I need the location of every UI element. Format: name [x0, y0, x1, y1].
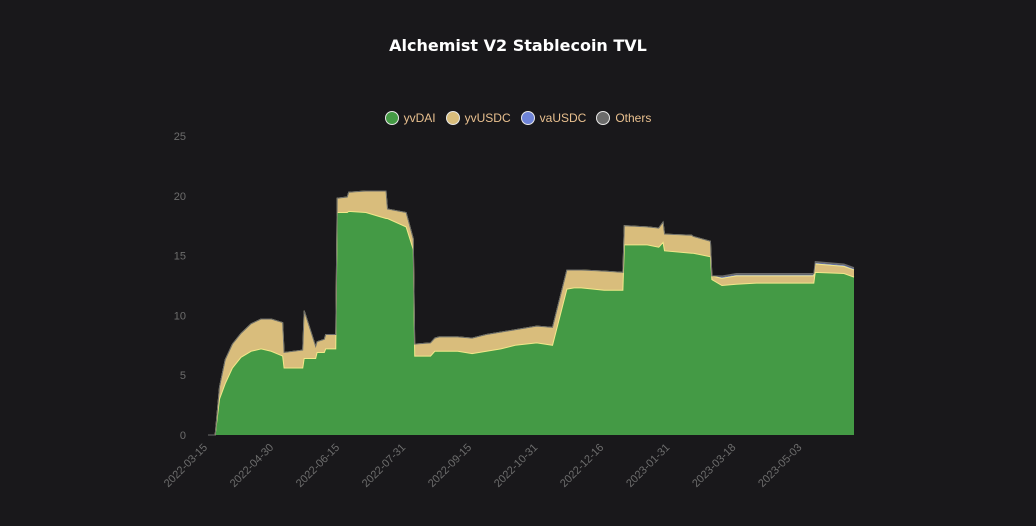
x-tick-label: 2022-10-31	[492, 442, 540, 490]
legend-item-vausdc[interactable]: vaUSDC	[520, 111, 587, 125]
y-tick-label: 25	[174, 131, 186, 143]
area-series-yvusdc	[208, 191, 854, 435]
legend-item-others[interactable]: Others	[596, 111, 651, 125]
line-series-total	[208, 190, 855, 436]
y-tick-label: 10	[174, 310, 186, 322]
x-tick-label: 2022-07-31	[360, 442, 408, 490]
x-tick-label: 2022-06-15	[294, 442, 342, 490]
y-tick-label: 20	[174, 191, 186, 203]
legend-swatch	[384, 111, 399, 125]
area-series-yvdai	[208, 211, 854, 435]
legend-label: vaUSDC	[539, 111, 587, 125]
legend-item-yvdai[interactable]: yvDAI	[384, 111, 436, 125]
legend-label: Others	[615, 111, 652, 125]
legend-label: yvDAI	[403, 111, 436, 125]
legend-swatch	[520, 111, 535, 125]
legend-item-yvusdc[interactable]: yvUSDC	[445, 111, 511, 125]
x-tick-label: 2022-09-15	[426, 442, 474, 490]
legend-label: yvUSDC	[464, 111, 511, 125]
x-tick-label: 2022-03-15	[162, 442, 210, 490]
x-tick-label: 2022-12-16	[558, 442, 606, 490]
line-series-yvdai	[208, 210, 855, 436]
y-tick-label: 0	[180, 430, 186, 442]
chart-legend: yvDAI yvUSDC vaUSDC Others	[0, 111, 1036, 125]
x-tick-label: 2023-03-18	[690, 442, 738, 490]
y-tick-label: 15	[174, 251, 186, 263]
x-tick-label: 2023-01-31	[624, 442, 672, 490]
legend-swatch	[596, 111, 611, 125]
y-tick-label: 5	[180, 370, 186, 382]
x-tick-label: 2022-04-30	[228, 442, 276, 490]
chart-title: Alchemist V2 Stablecoin TVL	[389, 36, 647, 55]
x-tick-label: 2023-05-03	[756, 442, 804, 490]
legend-swatch	[445, 111, 460, 125]
